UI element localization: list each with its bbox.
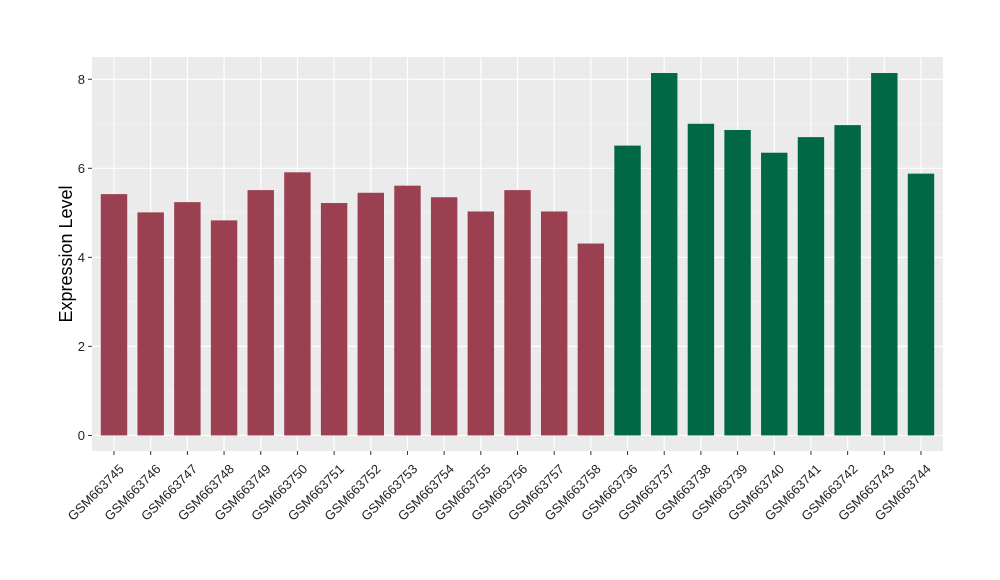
bar-GSM663749 <box>247 190 274 436</box>
bar-GSM663754 <box>430 197 458 436</box>
bar-GSM663741 <box>797 137 825 436</box>
bar-GSM663740 <box>761 152 788 436</box>
bar-GSM663745 <box>100 194 128 436</box>
y-tick-label: 4 <box>78 250 85 265</box>
bar-GSM663748 <box>210 220 238 436</box>
y-tick-label: 8 <box>78 72 85 87</box>
bar-GSM663751 <box>320 203 348 436</box>
bar-GSM663752 <box>357 192 384 436</box>
y-tick-label: 0 <box>78 428 85 443</box>
bar-GSM663747 <box>174 202 201 436</box>
y-tick-label: 2 <box>78 339 85 354</box>
bar-GSM663756 <box>504 190 531 436</box>
y-axis-title: Expression Level <box>56 185 76 322</box>
bar-GSM663755 <box>467 211 495 436</box>
bar-GSM663746 <box>137 212 164 436</box>
x-axis: GSM663745GSM663746GSM663747GSM663748GSM6… <box>65 451 934 524</box>
bar-GSM663742 <box>834 125 861 436</box>
bar-GSM663736 <box>614 145 641 436</box>
bars <box>100 73 935 436</box>
bar-GSM663737 <box>651 73 678 436</box>
bar-GSM663738 <box>687 123 715 436</box>
bar-GSM663743 <box>871 73 898 436</box>
bar-GSM663757 <box>540 211 568 436</box>
bar-GSM663758 <box>577 243 605 436</box>
bar-GSM663750 <box>284 172 311 436</box>
y-axis: 0 2 4 6 8 <box>78 72 92 443</box>
bar-GSM663753 <box>394 185 421 436</box>
y-tick-label: 6 <box>78 161 85 176</box>
bar-GSM663744 <box>907 173 935 436</box>
bar-GSM663739 <box>724 130 751 436</box>
